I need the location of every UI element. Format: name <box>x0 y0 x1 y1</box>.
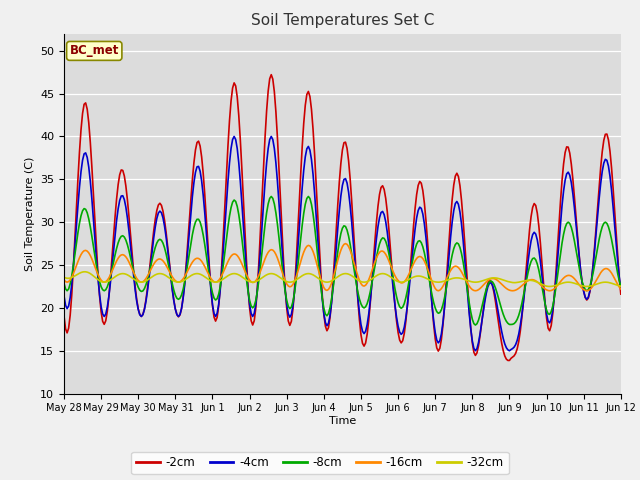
-32cm <box>546 284 554 289</box>
-4cm <box>397 331 405 337</box>
-8cm <box>60 280 68 286</box>
Line: -16cm: -16cm <box>64 244 621 291</box>
-4cm <box>410 240 417 246</box>
-32cm <box>410 274 417 280</box>
-4cm <box>60 293 68 299</box>
-4cm <box>230 133 238 139</box>
Line: -32cm: -32cm <box>64 272 621 287</box>
-4cm <box>617 286 625 292</box>
-32cm <box>379 271 387 276</box>
-4cm <box>552 278 559 284</box>
-32cm <box>76 270 83 276</box>
Title: Soil Temperatures Set C: Soil Temperatures Set C <box>251 13 434 28</box>
-16cm <box>617 286 625 292</box>
-32cm <box>397 279 405 285</box>
Text: BC_met: BC_met <box>70 44 119 58</box>
-16cm <box>76 255 83 261</box>
Line: -8cm: -8cm <box>64 196 621 325</box>
-16cm <box>435 288 442 294</box>
-8cm <box>164 258 172 264</box>
-2cm <box>164 243 172 249</box>
-8cm <box>397 305 405 311</box>
-32cm <box>165 275 173 281</box>
-2cm <box>268 72 275 78</box>
-8cm <box>617 283 625 289</box>
-16cm <box>164 265 172 271</box>
-2cm <box>617 291 625 297</box>
-2cm <box>397 340 405 346</box>
-16cm <box>60 277 68 283</box>
Legend: -2cm, -4cm, -8cm, -16cm, -32cm: -2cm, -4cm, -8cm, -16cm, -32cm <box>131 452 509 474</box>
-16cm <box>410 261 417 267</box>
-32cm <box>552 283 559 288</box>
-8cm <box>76 220 83 226</box>
-2cm <box>410 223 417 228</box>
Y-axis label: Soil Temperature (C): Soil Temperature (C) <box>24 156 35 271</box>
-2cm <box>552 271 559 277</box>
-4cm <box>76 184 83 190</box>
-16cm <box>397 280 405 286</box>
-8cm <box>472 322 479 328</box>
Line: -4cm: -4cm <box>64 136 621 351</box>
-4cm <box>379 209 387 215</box>
-32cm <box>80 269 88 275</box>
-2cm <box>60 313 68 319</box>
Line: -2cm: -2cm <box>64 75 621 360</box>
-4cm <box>506 348 513 354</box>
-2cm <box>76 149 83 155</box>
-32cm <box>617 283 625 289</box>
-2cm <box>379 183 387 189</box>
-32cm <box>60 275 68 280</box>
-8cm <box>268 193 275 199</box>
-16cm <box>552 284 559 290</box>
-8cm <box>379 235 387 241</box>
-8cm <box>410 253 417 259</box>
-8cm <box>552 285 559 291</box>
-2cm <box>506 358 513 363</box>
X-axis label: Time: Time <box>329 416 356 426</box>
-4cm <box>164 247 172 252</box>
-16cm <box>342 241 349 247</box>
-16cm <box>379 248 387 254</box>
